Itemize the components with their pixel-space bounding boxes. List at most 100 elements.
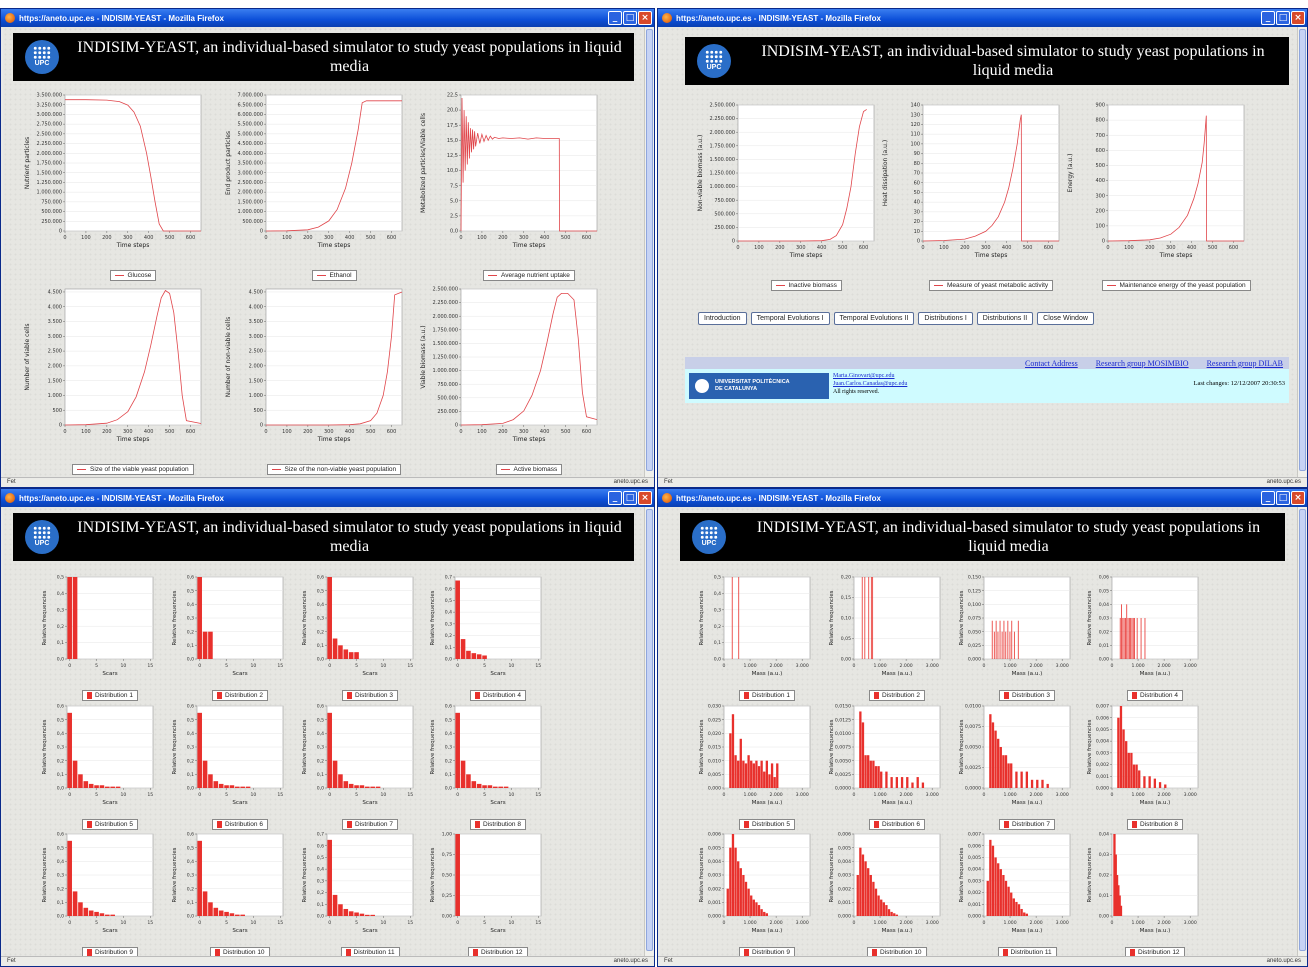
bar bbox=[245, 786, 251, 788]
y-tick-label: 0,0150 bbox=[835, 704, 851, 710]
x-axis-label: Scars bbox=[362, 928, 377, 934]
bar bbox=[72, 760, 78, 788]
page-title: INDISIM-YEAST, an individual-based simul… bbox=[761, 43, 1265, 79]
y-tick-label: 3.000 bbox=[249, 334, 263, 340]
histogram-bar bbox=[1010, 892, 1013, 916]
y-tick-label: 0,2 bbox=[187, 629, 194, 635]
minimize-button[interactable]: _ bbox=[1261, 11, 1275, 25]
chart-legend: Distribution 2 bbox=[212, 690, 268, 701]
y-tick-label: 0 bbox=[455, 423, 458, 429]
bar bbox=[993, 631, 995, 659]
close-window-button[interactable]: Close Window bbox=[1037, 312, 1094, 325]
y-tick-label: 0,3 bbox=[445, 745, 452, 751]
close-button[interactable]: × bbox=[638, 491, 652, 505]
x-axis-label: Scars bbox=[232, 928, 247, 934]
histogram-bar bbox=[734, 847, 737, 916]
x-tick-label: 400 bbox=[345, 235, 355, 241]
y-tick-label: 0,6 bbox=[445, 704, 452, 710]
chart-scars-distribution-7: 0,0 0,1 0,2 0,3 0,4 0,5 0,6 0 5 10 15 Scars Relative… bbox=[299, 700, 419, 832]
page-title: INDISIM-YEAST, an individual-based simul… bbox=[756, 519, 1261, 555]
histogram-bar bbox=[1132, 764, 1136, 788]
y-tick-label: 0,006 bbox=[1096, 715, 1109, 721]
plot-area bbox=[66, 576, 154, 660]
temporal-evolutions-2-button[interactable]: Temporal Evolutions II bbox=[833, 312, 915, 325]
y-tick-label: 0,5 bbox=[714, 575, 721, 581]
x-tick-label: 200 bbox=[498, 235, 508, 241]
close-button[interactable]: × bbox=[638, 11, 652, 25]
x-tick-label: 100 bbox=[477, 429, 487, 435]
histogram-bar bbox=[869, 875, 872, 916]
window-titlebar[interactable]: https://aneto.upc.es - INDISIM-YEAST - M… bbox=[1, 489, 654, 507]
y-tick-label: 0,5 bbox=[57, 845, 64, 851]
histogram-bar bbox=[986, 880, 989, 916]
x-tick-label: 0 bbox=[198, 663, 201, 669]
series-line bbox=[738, 109, 867, 242]
vertical-scrollbar[interactable] bbox=[644, 507, 654, 956]
close-button[interactable]: × bbox=[1291, 491, 1305, 505]
distributions-2-button[interactable]: Distributions II bbox=[976, 312, 1034, 325]
histogram-bar bbox=[1030, 779, 1034, 788]
x-tick-label: 600 bbox=[582, 235, 592, 241]
x-tick-label: 500 bbox=[165, 235, 175, 241]
x-tick-label: 100 bbox=[1124, 245, 1134, 251]
x-tick-label: 200 bbox=[303, 235, 313, 241]
vertical-scrollbar[interactable] bbox=[644, 27, 654, 477]
chart-viable-cells: 0 500 1.000 1.500 2.000 2.500 3.000 3.500 4.000 4… bbox=[17, 283, 207, 477]
minimize-button[interactable]: _ bbox=[608, 11, 622, 25]
x-tick-label: 200 bbox=[775, 245, 785, 251]
bar bbox=[78, 774, 83, 788]
y-tick-label: 250.000 bbox=[41, 219, 62, 225]
y-tick-label: 0,002 bbox=[838, 886, 851, 892]
dilab-link[interactable]: Research group DILAB bbox=[1206, 358, 1283, 368]
y-tick-label: 0,5 bbox=[187, 717, 194, 723]
y-tick-label: 0,0 bbox=[445, 657, 452, 663]
bar bbox=[738, 577, 740, 659]
y-tick-label: 0,0 bbox=[450, 229, 458, 235]
x-tick-label: 400 bbox=[540, 429, 550, 435]
close-button[interactable]: × bbox=[1291, 11, 1305, 25]
bar bbox=[348, 911, 354, 916]
window-titlebar[interactable]: https://aneto.upc.es - INDISIM-YEAST - M… bbox=[658, 489, 1307, 507]
y-tick-label: 800 bbox=[1095, 118, 1105, 124]
email-link-ginovart[interactable]: Marta.Ginovart@upc.edu bbox=[833, 373, 895, 379]
maximize-button[interactable]: □ bbox=[623, 491, 637, 505]
y-axis-label: Relative frequencies bbox=[302, 719, 308, 774]
x-tick-label: 300 bbox=[324, 429, 334, 435]
x-tick-label: 2.000 bbox=[900, 663, 913, 669]
window-titlebar[interactable]: https://aneto.upc.es - INDISIM-YEAST - M… bbox=[658, 9, 1307, 27]
x-tick-label: 10 bbox=[121, 920, 127, 926]
minimize-button[interactable]: _ bbox=[608, 491, 622, 505]
chart-scars-distribution-2: 0,0 0,1 0,2 0,3 0,4 0,5 0,6 0 5 10 15 Scars Relative… bbox=[169, 571, 289, 703]
email-link-canadas[interactable]: Juan.Carlos.Canadas@upc.edu bbox=[833, 381, 908, 387]
x-axis-label: Scars bbox=[490, 800, 505, 806]
bar bbox=[471, 653, 477, 659]
bar bbox=[872, 577, 874, 659]
y-tick-label: 0,0 bbox=[714, 657, 721, 663]
y-tick-label: 0,4 bbox=[187, 602, 194, 608]
vertical-scrollbar[interactable] bbox=[1297, 507, 1307, 956]
histogram-bar bbox=[755, 902, 758, 916]
y-tick-label: 0,3 bbox=[317, 616, 324, 622]
bar bbox=[1134, 618, 1135, 659]
minimize-button[interactable]: _ bbox=[1261, 491, 1275, 505]
introduction-button[interactable]: Introduction bbox=[698, 312, 747, 325]
contact-address-link[interactable]: Contact Address bbox=[1025, 358, 1078, 368]
maximize-button[interactable]: □ bbox=[1276, 11, 1290, 25]
vertical-scrollbar[interactable] bbox=[1297, 27, 1307, 477]
y-axis-label: Relative frequencies bbox=[1087, 590, 1093, 645]
window-titlebar[interactable]: https://aneto.upc.es - INDISIM-YEAST - M… bbox=[1, 9, 654, 27]
chart-legend: Distribution 7 bbox=[999, 819, 1055, 830]
y-tick-label: 0 bbox=[732, 239, 735, 245]
x-tick-label: 0 bbox=[63, 235, 66, 241]
series-line bbox=[65, 99, 201, 232]
x-tick-label: 1.000 bbox=[743, 920, 756, 926]
maximize-button[interactable]: □ bbox=[623, 11, 637, 25]
x-tick-label: 0 bbox=[198, 920, 201, 926]
x-tick-label: 0 bbox=[63, 429, 66, 435]
x-tick-label: 15 bbox=[147, 792, 153, 798]
maximize-button[interactable]: □ bbox=[1276, 491, 1290, 505]
distributions-1-button[interactable]: Distributions I bbox=[918, 312, 973, 325]
mosimbio-link[interactable]: Research group MOSIMBIO bbox=[1095, 358, 1189, 368]
temporal-evolutions-1-button[interactable]: Temporal Evolutions I bbox=[750, 312, 830, 325]
y-tick-label: 0,100 bbox=[968, 602, 981, 608]
